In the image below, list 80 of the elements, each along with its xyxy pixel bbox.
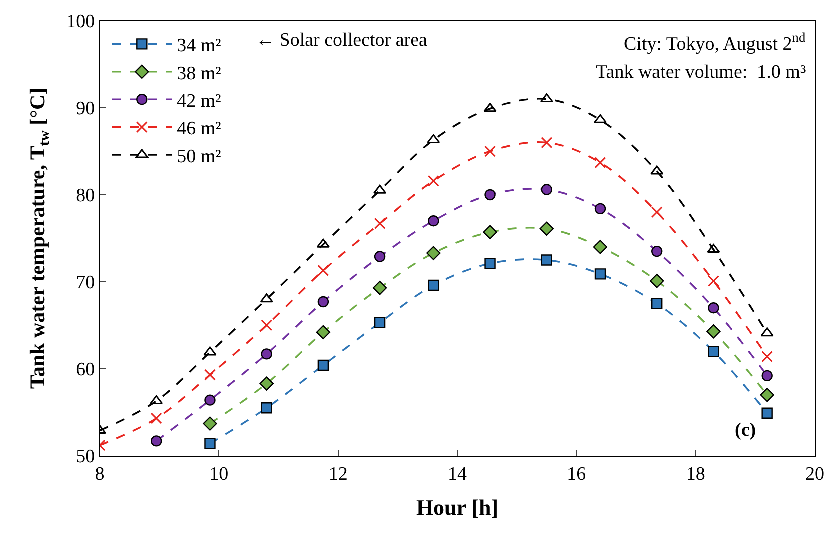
point [204, 369, 216, 381]
point [374, 218, 386, 230]
x-axis-title: Hour [h] [416, 494, 499, 520]
point [760, 328, 774, 337]
point [428, 175, 440, 187]
y-tick-label: 60 [76, 360, 96, 381]
point [318, 360, 330, 372]
point [374, 184, 387, 194]
point [150, 412, 162, 424]
point [316, 325, 331, 340]
annotation: (c) [735, 420, 756, 441]
point [261, 320, 273, 332]
annotation: City: Tokyo, August 2$^{nd}$ [624, 30, 806, 55]
x-tick-label: 8 [95, 464, 105, 485]
annotation: Tank water volume: 1.0 m³ [596, 62, 806, 83]
point [707, 244, 720, 254]
y-tick-label: 80 [76, 186, 96, 207]
point [541, 254, 552, 266]
y-tick-label: 50 [76, 446, 96, 468]
point [204, 394, 216, 406]
point [318, 296, 330, 308]
point [706, 324, 721, 339]
point [650, 274, 664, 288]
point [762, 351, 774, 363]
y-tick-label: 90 [76, 98, 96, 120]
point [708, 346, 720, 358]
x-tick-label: 18 [686, 464, 706, 485]
legend-label: 38 m² [177, 63, 222, 84]
point [762, 370, 773, 382]
point [204, 346, 217, 356]
point [428, 280, 440, 292]
point [484, 189, 496, 201]
x-tick-label: 14 [448, 464, 468, 485]
legend-label: 46 m² [177, 118, 222, 140]
point [484, 103, 497, 112]
point [426, 246, 441, 260]
legend-label: 42 m² [177, 91, 222, 112]
point [650, 166, 664, 175]
point [593, 240, 608, 254]
point [203, 416, 218, 431]
point [484, 146, 496, 158]
legend-label: 50 m² [177, 146, 222, 168]
point [484, 258, 496, 270]
point [708, 275, 720, 287]
point [483, 225, 498, 240]
point [708, 302, 720, 314]
point [427, 134, 440, 144]
point [374, 251, 386, 262]
point [428, 216, 440, 227]
point [541, 137, 553, 149]
x-tick-label: 16 [567, 464, 586, 485]
legend-label: 34 m² [177, 36, 222, 57]
x-tick-label: 10 [210, 464, 229, 485]
point [261, 402, 272, 414]
point [651, 206, 663, 218]
point [760, 388, 774, 402]
point [540, 222, 554, 236]
point [652, 246, 663, 258]
point [541, 184, 552, 196]
point [594, 203, 606, 215]
point [372, 280, 388, 296]
x-tick-label: 12 [328, 464, 348, 485]
y-tick-label: 70 [76, 272, 96, 294]
point [204, 438, 216, 450]
y-tick-label: 100 [66, 12, 96, 33]
point [540, 94, 554, 103]
point [594, 268, 606, 280]
point [318, 264, 330, 276]
annotation: ← Solar collector area [256, 30, 428, 51]
point [374, 317, 386, 328]
point [151, 436, 162, 447]
point [594, 157, 606, 169]
point [652, 298, 663, 310]
point [260, 376, 274, 391]
point [261, 348, 272, 360]
point [762, 408, 773, 419]
point [260, 294, 274, 303]
x-tick-label: 20 [806, 464, 824, 485]
point [150, 395, 164, 404]
point [316, 238, 330, 248]
